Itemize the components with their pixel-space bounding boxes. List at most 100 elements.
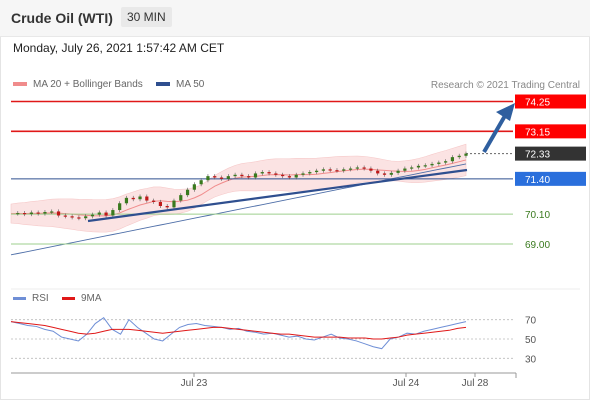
candle-body bbox=[301, 173, 305, 175]
ma20-swatch bbox=[13, 82, 27, 87]
rsi-tick-30: 30 bbox=[525, 354, 537, 365]
rsi-swatch bbox=[13, 296, 26, 300]
candle-body bbox=[63, 215, 67, 217]
candle-body bbox=[185, 189, 190, 196]
candle-body bbox=[287, 176, 292, 178]
candle-body bbox=[335, 170, 339, 172]
candle-body bbox=[22, 213, 27, 215]
candle-body bbox=[70, 216, 74, 218]
candle-body bbox=[253, 173, 258, 178]
credit-text: Research © 2021 Trading Central bbox=[430, 80, 580, 91]
candle-body bbox=[16, 213, 20, 215]
candle-body bbox=[219, 177, 224, 179]
candle-body bbox=[281, 174, 285, 177]
level-tag-72-33 bbox=[515, 146, 586, 161]
candle-body bbox=[50, 211, 54, 213]
candle-body bbox=[362, 167, 366, 169]
candle-body bbox=[56, 211, 61, 216]
level-label-73-15: 73.15 bbox=[525, 127, 550, 138]
candle-body bbox=[423, 165, 427, 167]
candle-body bbox=[437, 162, 441, 164]
bollinger-band bbox=[10, 143, 467, 233]
candle-body bbox=[138, 196, 142, 200]
instrument-title: Crude Oil (WTI) bbox=[11, 10, 113, 26]
x-tick-label: Jul 28 bbox=[462, 378, 489, 389]
candle-body bbox=[145, 196, 149, 201]
projection-arrow-head bbox=[496, 103, 515, 121]
candle-body bbox=[342, 169, 346, 171]
level-label-72-33: 72.33 bbox=[525, 150, 550, 161]
ma50-label: MA 50 bbox=[176, 79, 205, 90]
legend-ma9: 9MA bbox=[62, 293, 102, 304]
candle-body bbox=[355, 167, 359, 169]
rsi-tick-50: 50 bbox=[525, 335, 537, 346]
ma9-label: 9MA bbox=[81, 293, 102, 304]
candle-body bbox=[97, 212, 101, 215]
level-label-71-40: 71.40 bbox=[525, 175, 550, 186]
candle-body bbox=[267, 172, 271, 174]
ma20-line bbox=[10, 159, 467, 217]
candle-body bbox=[179, 195, 183, 201]
candle-body bbox=[369, 168, 373, 171]
candle-body bbox=[36, 212, 40, 214]
candle-body bbox=[84, 216, 88, 219]
candle-body bbox=[29, 212, 33, 215]
x-tick-label: Jul 24 bbox=[393, 378, 420, 389]
candle-body bbox=[450, 157, 455, 162]
candle-body bbox=[321, 169, 325, 171]
candle-body bbox=[199, 180, 203, 185]
candle-body bbox=[240, 174, 244, 177]
candle-body bbox=[314, 170, 319, 173]
level-tag-73-15 bbox=[515, 124, 586, 139]
candle-body bbox=[131, 197, 135, 200]
candle-body bbox=[226, 176, 230, 179]
timeframe-badge[interactable]: 30 MIN bbox=[121, 7, 172, 27]
level-label-70-10: 70.10 bbox=[525, 210, 550, 221]
candle-body bbox=[260, 172, 264, 174]
x-tick-label: Jul 23 bbox=[181, 378, 208, 389]
ma9-swatch bbox=[62, 296, 75, 300]
level-label-74-25: 74.25 bbox=[525, 98, 550, 109]
candle-body bbox=[348, 168, 353, 170]
candle-body bbox=[457, 155, 461, 158]
level-tag-74-25 bbox=[515, 94, 586, 109]
candle-body bbox=[430, 163, 434, 166]
legend-rsi: RSI bbox=[13, 293, 49, 304]
candle-body bbox=[192, 184, 196, 190]
candle-body bbox=[274, 173, 278, 175]
candle-body bbox=[152, 200, 156, 202]
candle-body bbox=[403, 168, 407, 171]
candle-body bbox=[213, 176, 217, 178]
ma20-label: MA 20 + Bollinger Bands bbox=[33, 79, 143, 90]
candle-body bbox=[111, 210, 115, 216]
candle-body bbox=[464, 153, 468, 156]
candle-body bbox=[172, 200, 176, 208]
legend-ma20: MA 20 + Bollinger Bands bbox=[13, 79, 143, 90]
legend-ma50: MA 50 bbox=[156, 79, 204, 90]
support-trendline bbox=[87, 168, 468, 223]
candle-body bbox=[410, 167, 414, 169]
candle-body bbox=[158, 201, 163, 206]
level-label-69-00: 69.00 bbox=[525, 240, 550, 251]
rsi-tick-70: 70 bbox=[525, 316, 537, 327]
rsi-ma-line bbox=[10, 321, 467, 340]
candle-body bbox=[294, 174, 298, 178]
candle-body bbox=[444, 161, 448, 163]
candle-body bbox=[416, 165, 421, 168]
candle-body bbox=[233, 174, 237, 177]
candle-body bbox=[165, 206, 169, 208]
candle-body bbox=[43, 211, 47, 214]
candle-body bbox=[247, 176, 251, 178]
candle-body bbox=[382, 173, 387, 175]
candle-body bbox=[308, 172, 312, 174]
candle-body bbox=[118, 203, 122, 211]
timestamp: Monday, July 26, 2021 1:57:42 AM CET bbox=[13, 41, 225, 55]
candle-body bbox=[104, 212, 108, 216]
projection-arrow-shaft bbox=[482, 112, 508, 154]
candle-body bbox=[328, 169, 332, 171]
candle-body bbox=[389, 172, 393, 175]
level-tag-71-40 bbox=[515, 171, 586, 186]
candle-body bbox=[206, 176, 210, 181]
candle-body bbox=[124, 197, 129, 204]
